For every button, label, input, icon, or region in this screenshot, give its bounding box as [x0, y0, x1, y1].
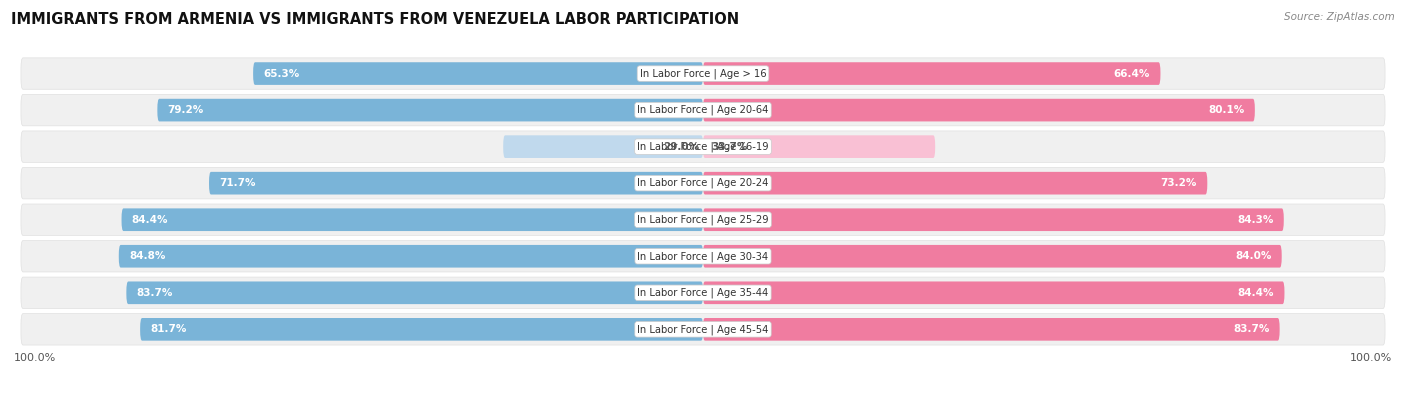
Text: In Labor Force | Age 35-44: In Labor Force | Age 35-44 — [637, 288, 769, 298]
Text: In Labor Force | Age 30-34: In Labor Force | Age 30-34 — [637, 251, 769, 261]
Text: In Labor Force | Age 16-19: In Labor Force | Age 16-19 — [637, 141, 769, 152]
Text: 84.0%: 84.0% — [1234, 251, 1271, 261]
FancyBboxPatch shape — [703, 172, 1208, 194]
FancyBboxPatch shape — [703, 318, 1279, 340]
Text: 100.0%: 100.0% — [1350, 353, 1392, 363]
FancyBboxPatch shape — [703, 99, 1254, 121]
FancyBboxPatch shape — [21, 58, 1385, 89]
Text: 81.7%: 81.7% — [150, 324, 187, 334]
FancyBboxPatch shape — [127, 282, 703, 304]
Text: In Labor Force | Age > 16: In Labor Force | Age > 16 — [640, 68, 766, 79]
FancyBboxPatch shape — [21, 167, 1385, 199]
FancyBboxPatch shape — [21, 241, 1385, 272]
Text: Source: ZipAtlas.com: Source: ZipAtlas.com — [1284, 12, 1395, 22]
FancyBboxPatch shape — [118, 245, 703, 267]
Text: IMMIGRANTS FROM ARMENIA VS IMMIGRANTS FROM VENEZUELA LABOR PARTICIPATION: IMMIGRANTS FROM ARMENIA VS IMMIGRANTS FR… — [11, 12, 740, 27]
Text: 84.8%: 84.8% — [129, 251, 166, 261]
FancyBboxPatch shape — [703, 282, 1285, 304]
Text: 66.4%: 66.4% — [1114, 69, 1150, 79]
FancyBboxPatch shape — [253, 62, 703, 85]
FancyBboxPatch shape — [21, 131, 1385, 162]
Text: 29.0%: 29.0% — [662, 142, 699, 152]
FancyBboxPatch shape — [141, 318, 703, 340]
FancyBboxPatch shape — [209, 172, 703, 194]
FancyBboxPatch shape — [503, 135, 703, 158]
Text: 73.2%: 73.2% — [1160, 178, 1197, 188]
FancyBboxPatch shape — [21, 94, 1385, 126]
Text: In Labor Force | Age 45-54: In Labor Force | Age 45-54 — [637, 324, 769, 335]
FancyBboxPatch shape — [703, 135, 935, 158]
FancyBboxPatch shape — [703, 245, 1282, 267]
FancyBboxPatch shape — [157, 99, 703, 121]
Text: 84.4%: 84.4% — [132, 215, 169, 225]
Text: 65.3%: 65.3% — [263, 69, 299, 79]
Text: In Labor Force | Age 20-64: In Labor Force | Age 20-64 — [637, 105, 769, 115]
Text: 71.7%: 71.7% — [219, 178, 256, 188]
Text: 83.7%: 83.7% — [136, 288, 173, 298]
Text: In Labor Force | Age 25-29: In Labor Force | Age 25-29 — [637, 214, 769, 225]
Text: In Labor Force | Age 20-24: In Labor Force | Age 20-24 — [637, 178, 769, 188]
FancyBboxPatch shape — [21, 204, 1385, 235]
Text: 79.2%: 79.2% — [167, 105, 204, 115]
Text: 80.1%: 80.1% — [1208, 105, 1244, 115]
FancyBboxPatch shape — [703, 62, 1160, 85]
Text: 33.7%: 33.7% — [711, 142, 748, 152]
Text: 84.3%: 84.3% — [1237, 215, 1274, 225]
FancyBboxPatch shape — [703, 209, 1284, 231]
FancyBboxPatch shape — [121, 209, 703, 231]
FancyBboxPatch shape — [21, 277, 1385, 308]
Text: 83.7%: 83.7% — [1233, 324, 1270, 334]
FancyBboxPatch shape — [21, 314, 1385, 345]
Text: 100.0%: 100.0% — [14, 353, 56, 363]
Text: 84.4%: 84.4% — [1237, 288, 1274, 298]
